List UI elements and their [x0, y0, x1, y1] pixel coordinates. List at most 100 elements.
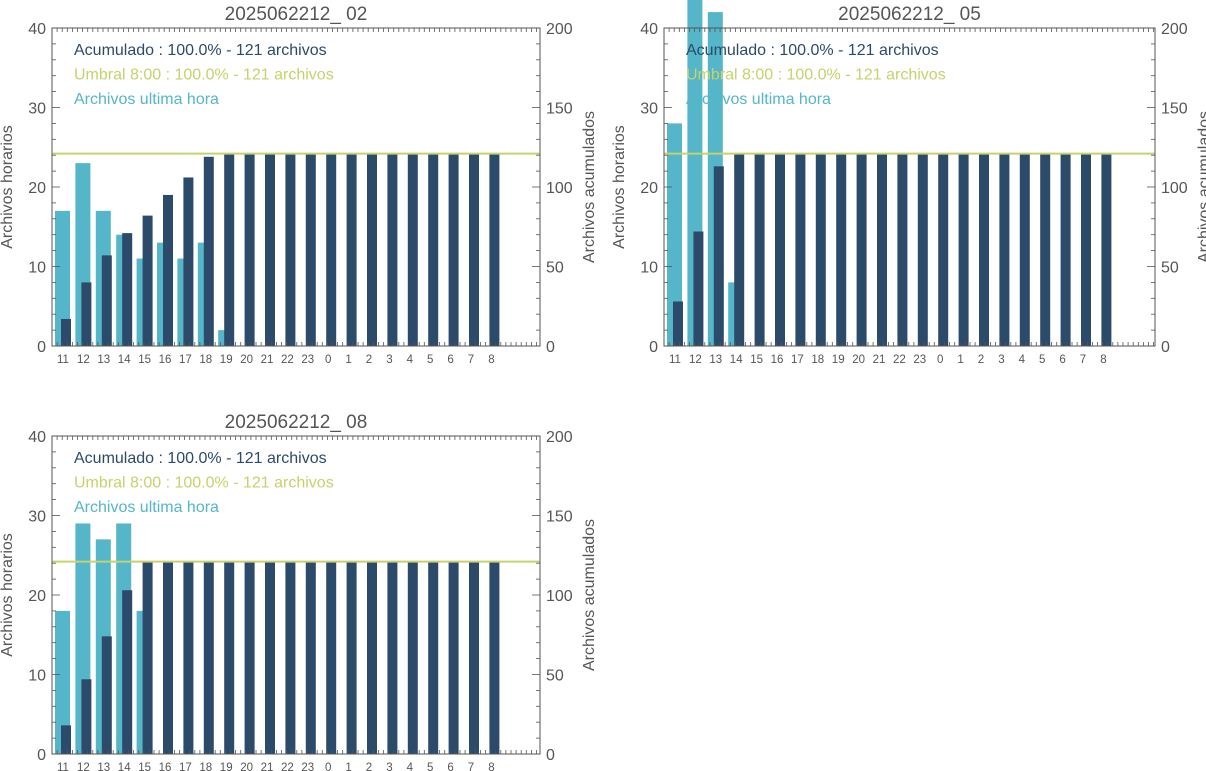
cumulative-bar	[1019, 153, 1030, 346]
x-tick-label: 4	[407, 354, 414, 366]
cumulative-bar	[163, 194, 173, 346]
x-tick-label: 19	[220, 762, 233, 771]
cumulative-bar	[1101, 153, 1112, 346]
y-left-tick-label: 0	[37, 339, 46, 356]
x-tick-label: 23	[301, 762, 314, 771]
cumulative-bar	[1081, 153, 1091, 346]
x-tick-label: 22	[281, 354, 294, 366]
x-tick-label: 14	[118, 354, 131, 366]
cumulative-bar	[142, 215, 153, 346]
cumulative-bar	[815, 153, 826, 346]
y-left-tick-label: 10	[640, 260, 658, 277]
cumulative-bar	[428, 153, 439, 346]
x-tick-label: 1	[345, 354, 351, 366]
cumulative-bar	[1040, 153, 1051, 346]
cumulative-bar	[224, 153, 235, 346]
cumulative-bar	[101, 255, 112, 346]
cumulative-bar	[734, 153, 745, 346]
y-left-tick-label: 10	[28, 260, 46, 277]
x-tick-label: 5	[427, 762, 433, 771]
cumulative-bar	[203, 156, 214, 346]
x-tick-label: 5	[1039, 354, 1045, 366]
x-tick-label: 22	[893, 354, 906, 366]
cumulative-bar	[387, 561, 398, 754]
x-tick-label: 7	[468, 354, 474, 366]
x-tick-label: 16	[771, 354, 784, 366]
x-tick-label: 14	[118, 762, 131, 771]
cumulative-bar	[346, 561, 357, 754]
cumulative-bar	[489, 561, 500, 754]
cumulative-bar	[183, 561, 194, 754]
legend-entry: Umbral 8:00 : 100.0% - 121 archivos	[74, 475, 334, 492]
cumulative-bar	[326, 153, 337, 346]
cumulative-bar	[387, 153, 398, 346]
cumulative-bar	[367, 561, 377, 754]
cumulative-bar	[1060, 153, 1071, 346]
y-right-tick-label: 0	[546, 339, 555, 356]
y-right-tick-label: 200	[546, 429, 573, 446]
y-left-tick-label: 40	[28, 429, 46, 446]
x-tick-label: 11	[57, 762, 69, 771]
y-right-axis-label: Archivos acumulados	[1196, 111, 1206, 263]
cumulative-bar	[979, 153, 989, 346]
x-tick-label: 13	[97, 762, 110, 771]
cumulative-bar	[326, 561, 337, 754]
x-tick-label: 22	[281, 762, 294, 771]
x-tick-label: 21	[261, 762, 274, 771]
cumulative-bar	[224, 561, 235, 754]
x-tick-label: 8	[488, 354, 494, 366]
x-tick-label: 4	[1019, 354, 1026, 366]
x-tick-label: 7	[1080, 354, 1086, 366]
y-right-tick-label: 200	[1161, 21, 1188, 38]
cumulative-bar	[469, 561, 479, 754]
cumulative-bar	[244, 561, 255, 754]
y-right-tick-label: 150	[546, 101, 573, 118]
x-tick-label: 3	[386, 762, 392, 771]
cumulative-bar	[938, 153, 949, 346]
y-right-axis-label: Archivos acumulados	[581, 519, 598, 671]
y-right-tick-label: 0	[546, 747, 555, 764]
cumulative-bar	[795, 153, 806, 346]
x-tick-label: 7	[468, 762, 474, 771]
cumulative-bar	[81, 282, 92, 346]
y-right-tick-label: 50	[1161, 260, 1179, 277]
x-tick-label: 0	[937, 354, 943, 366]
cumulative-bar	[407, 153, 418, 346]
y-left-tick-label: 20	[28, 180, 46, 197]
x-tick-label: 11	[57, 354, 69, 366]
y-left-axis-label: Archivos horarios	[0, 125, 16, 249]
x-tick-label: 5	[427, 354, 433, 366]
y-right-tick-label: 200	[546, 21, 573, 38]
x-tick-label: 17	[179, 354, 192, 366]
x-tick-label: 15	[750, 354, 763, 366]
cumulative-bar	[775, 153, 785, 346]
cumulative-bar	[122, 590, 133, 754]
x-tick-label: 0	[325, 762, 331, 771]
x-tick-label: 13	[709, 354, 722, 366]
hourly-bar	[55, 610, 70, 754]
y-left-tick-label: 30	[28, 101, 46, 118]
y-right-tick-label: 100	[1161, 180, 1188, 197]
x-tick-label: 17	[791, 354, 804, 366]
cumulative-bar	[367, 153, 377, 346]
x-tick-label: 19	[220, 354, 233, 366]
x-tick-label: 2	[978, 354, 984, 366]
cumulative-bar	[203, 561, 214, 754]
x-tick-label: 15	[138, 762, 151, 771]
hourly-bar	[667, 123, 682, 347]
legend-entry: Archivos ultima hora	[74, 499, 219, 516]
y-right-tick-label: 100	[546, 180, 573, 197]
cumulative-bar	[305, 153, 316, 346]
y-right-tick-label: 50	[546, 260, 564, 277]
legend-entry: Archivos ultima hora	[686, 91, 831, 108]
cumulative-bar	[489, 153, 500, 346]
x-tick-label: 17	[179, 762, 192, 771]
cumulative-bar	[61, 318, 71, 346]
y-left-tick-label: 0	[37, 747, 46, 764]
x-tick-label: 21	[261, 354, 274, 366]
cumulative-bar	[428, 561, 439, 754]
x-tick-label: 2	[366, 762, 372, 771]
